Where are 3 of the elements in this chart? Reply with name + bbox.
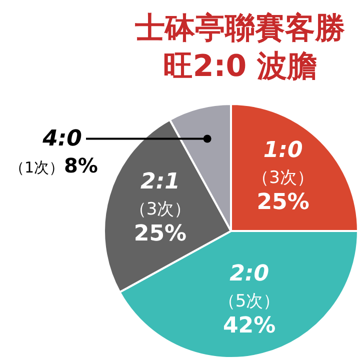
data-label: 8% [64, 154, 98, 178]
slice-label: 4:0 [42, 126, 82, 152]
title: 士砵亭聯賽客勝旺2:0 波膽 [135, 11, 345, 84]
